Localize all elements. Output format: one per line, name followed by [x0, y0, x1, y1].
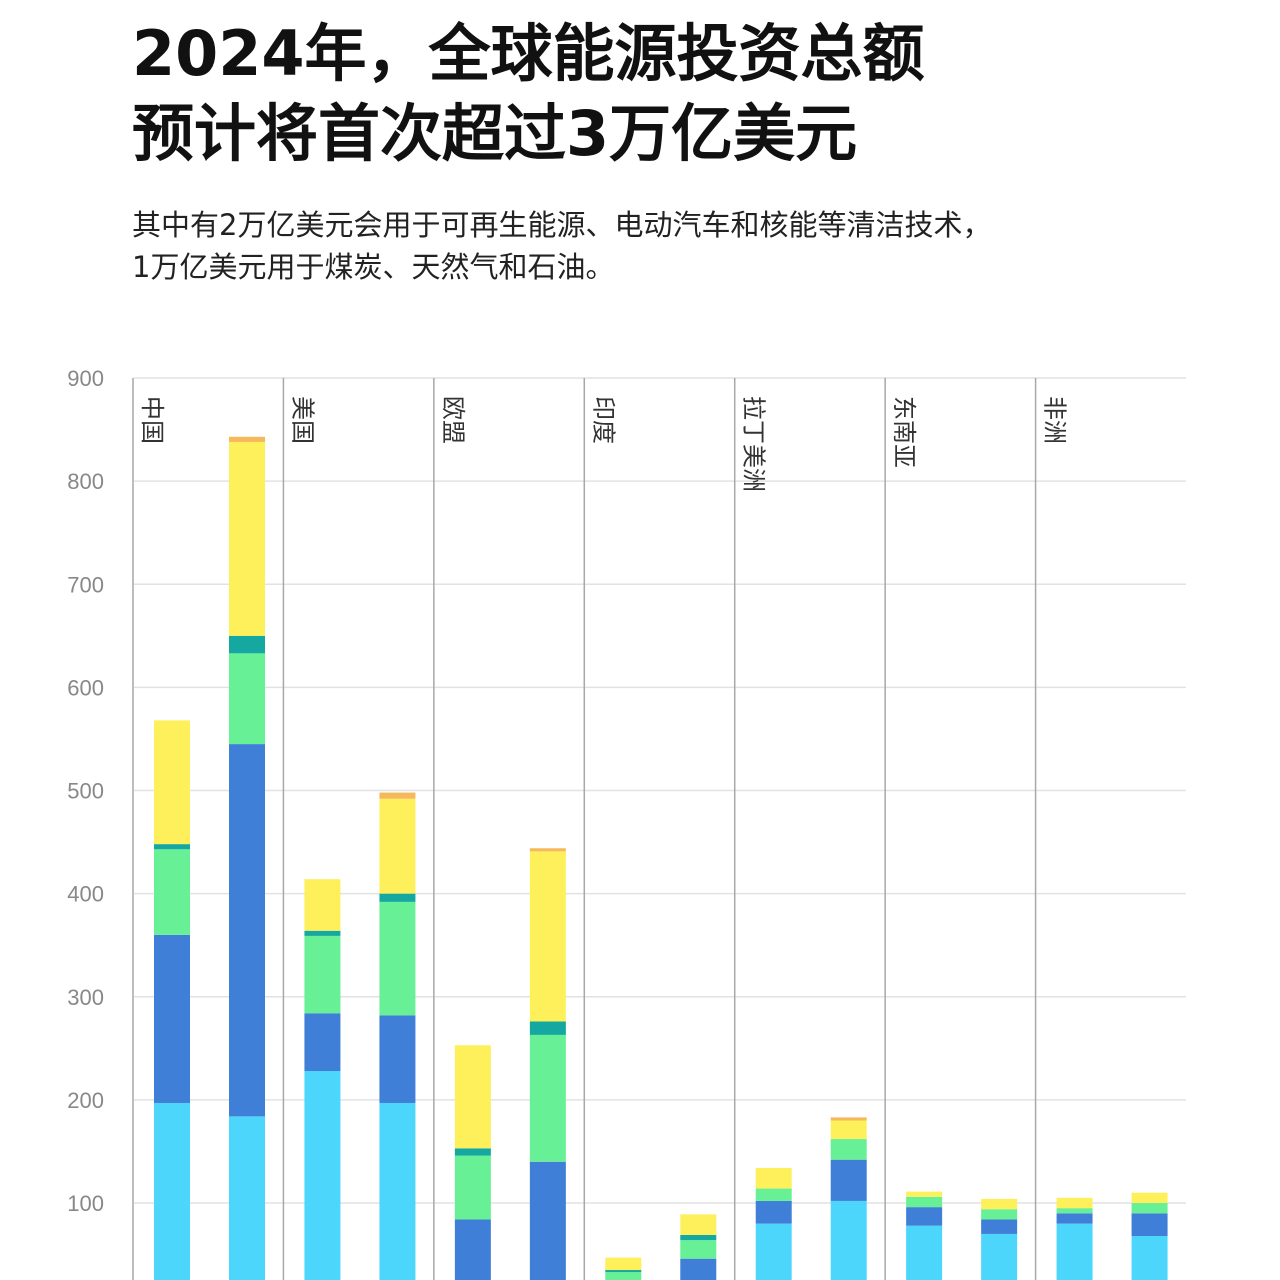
y-tick-label: 300	[67, 985, 104, 1010]
bar-segment	[906, 1207, 943, 1226]
bar-segment	[680, 1214, 717, 1235]
bar-segment	[454, 1155, 491, 1220]
y-tick-label: 800	[67, 469, 104, 494]
bar-segment	[755, 1167, 792, 1189]
y-tick-label: 100	[67, 1191, 104, 1216]
bar-segment	[304, 879, 341, 931]
bar-segment	[154, 934, 190, 1103]
region-label: 印度	[589, 396, 617, 444]
bar-segment	[154, 1102, 190, 1280]
bar-segment	[229, 1116, 265, 1280]
bar-segment	[680, 1240, 717, 1259]
bar-segment	[830, 1117, 867, 1121]
bar-segment	[1056, 1197, 1093, 1209]
bar-segment	[529, 848, 566, 852]
bar-segment	[605, 1270, 642, 1273]
y-tick-label: 500	[67, 779, 104, 804]
bar-segment	[154, 849, 190, 935]
bar-segment	[379, 798, 416, 894]
bar-segment	[379, 893, 416, 902]
bar-segment	[1056, 1208, 1093, 1214]
bar-segment	[454, 1045, 491, 1149]
bar-segment	[981, 1209, 1018, 1220]
bar-segment	[454, 1148, 491, 1156]
bar-segment	[229, 436, 265, 442]
bar-segment	[1056, 1223, 1093, 1280]
bar-segment	[830, 1139, 867, 1160]
y-tick-label: 900	[67, 366, 104, 391]
bar-segment	[454, 1219, 491, 1280]
bar-segment	[755, 1200, 792, 1224]
bar-segment	[906, 1225, 943, 1280]
bar-segment	[981, 1219, 1018, 1234]
bar-segment	[1131, 1203, 1168, 1214]
bar-segment	[229, 635, 265, 654]
region-label: 东南亚	[890, 396, 918, 468]
bar-segment	[379, 1102, 416, 1280]
y-tick-label: 600	[67, 675, 104, 700]
grid-layer	[133, 377, 1186, 1204]
bar-segment	[1056, 1213, 1093, 1224]
bar-segment	[304, 930, 341, 936]
y-tick-label: 400	[67, 882, 104, 907]
bar-segment	[379, 901, 416, 1016]
bar-segment	[229, 653, 265, 745]
bar-segment	[379, 792, 416, 799]
subtitle-line-2: 1万亿美元用于煤炭、天然气和石油。	[132, 250, 615, 284]
bar-segment	[529, 1161, 566, 1280]
bar-layer	[154, 436, 1168, 1280]
group-divider-layer	[132, 378, 1037, 1280]
bar-segment	[981, 1233, 1018, 1280]
bar-segment	[906, 1191, 943, 1197]
bar-segment	[605, 1272, 642, 1280]
bar-segment	[906, 1196, 943, 1208]
bar-segment	[1131, 1236, 1168, 1280]
region-label: 欧盟	[439, 396, 467, 444]
bar-segment	[830, 1120, 867, 1140]
bar-segment	[680, 1234, 717, 1241]
bar-segment	[229, 744, 265, 1117]
label-layer: 100 200 300 400 500 600 700 800 900 中国 美国 欧盟 印度 拉丁美洲 东…	[67, 366, 1068, 1216]
title-line-2: 预计将首次超过3万亿美元	[132, 97, 858, 170]
chart-title: 2024年，全球能源投资总额 预计将首次超过3万亿美元	[132, 14, 925, 174]
bar-segment	[229, 441, 265, 636]
subtitle-line-1: 其中有2万亿美元会用于可再生能源、电动汽车和核能等清洁技术，	[132, 208, 992, 242]
bar-segment	[755, 1223, 792, 1280]
region-label: 非洲	[1041, 396, 1069, 444]
bar-segment	[981, 1198, 1018, 1210]
bar-segment	[529, 1021, 566, 1035]
bar-segment	[1131, 1213, 1168, 1236]
bar-segment	[529, 851, 566, 1022]
bar-segment	[154, 844, 190, 850]
region-label: 美国	[288, 396, 316, 444]
bar-segment	[304, 935, 341, 1014]
bar-segment	[379, 1015, 416, 1103]
bar-segment	[755, 1188, 792, 1201]
y-tick-label: 700	[67, 572, 104, 597]
bar-segment	[830, 1159, 867, 1201]
bar-segment	[605, 1257, 642, 1271]
title-line-1: 2024年，全球能源投资总额	[132, 17, 925, 90]
bar-segment	[680, 1258, 717, 1280]
chart-subtitle: 其中有2万亿美元会用于可再生能源、电动汽车和核能等清洁技术， 1万亿美元用于煤炭…	[132, 204, 991, 288]
bar-segment	[154, 720, 190, 845]
bar-segment	[529, 1034, 566, 1162]
region-label: 中国	[138, 396, 166, 444]
bar-segment	[304, 1071, 341, 1280]
y-tick-label: 200	[67, 1088, 104, 1113]
region-label: 拉丁美洲	[740, 396, 768, 492]
bar-segment	[1131, 1192, 1168, 1203]
bar-segment	[304, 1013, 341, 1071]
bar-segment	[830, 1200, 867, 1280]
